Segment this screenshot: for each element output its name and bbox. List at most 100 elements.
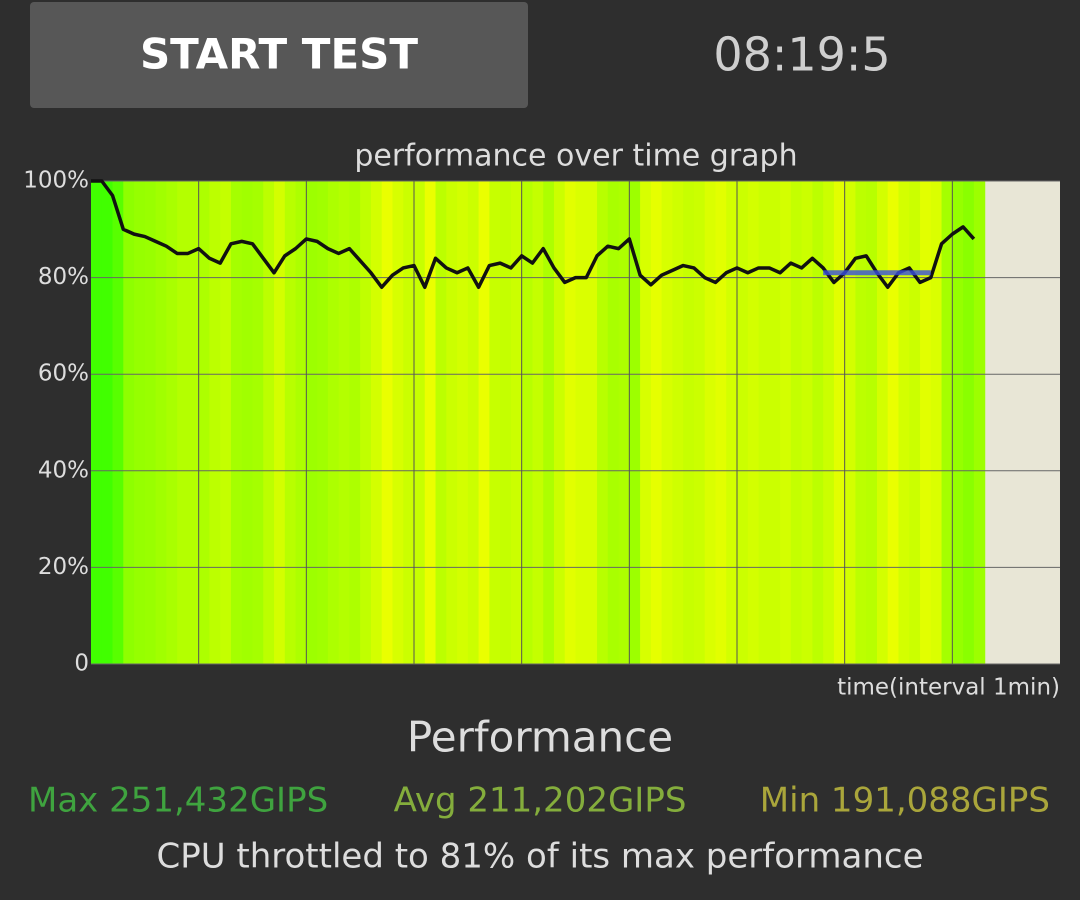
perf-stripe <box>920 181 932 664</box>
perf-stripe <box>737 181 749 664</box>
perf-stripe <box>866 181 878 664</box>
perf-stripe <box>134 181 146 664</box>
y-tick-label: 20% <box>38 554 89 580</box>
perf-stripe <box>435 181 447 664</box>
perf-stripe <box>683 181 695 664</box>
perf-stripe <box>338 181 350 664</box>
perf-stripe <box>543 181 555 664</box>
perf-stripe <box>230 181 243 664</box>
perf-stripe <box>155 181 167 664</box>
perf-stripe <box>941 181 953 664</box>
perf-stripe <box>726 181 738 664</box>
perf-stripe <box>112 181 124 664</box>
perf-stripe <box>370 181 383 664</box>
y-tick-label: 60% <box>38 361 89 387</box>
perf-stripe <box>629 181 641 664</box>
perf-stripe <box>220 181 232 664</box>
clock: 08:19:5 <box>713 28 890 82</box>
perf-stripe <box>467 181 480 664</box>
perf-stripe <box>693 181 706 664</box>
perf-stripe <box>510 181 523 664</box>
perf-stripe <box>317 181 329 664</box>
perf-stripe <box>952 181 964 664</box>
perf-stripe <box>274 181 286 664</box>
perf-stripe <box>478 181 490 664</box>
perf-stripe <box>640 181 652 664</box>
y-tick-label: 40% <box>38 457 89 483</box>
perf-stripe <box>457 181 469 664</box>
perf-stripe <box>446 181 458 664</box>
perf-stripe <box>209 181 221 664</box>
perf-stripe <box>780 181 792 664</box>
perf-stripe <box>747 181 760 664</box>
perf-stripe <box>650 181 663 664</box>
perf-stripe <box>855 181 867 664</box>
max-stat: Max 251,432GIPS <box>28 781 328 821</box>
perf-stripe <box>672 181 684 664</box>
perf-stripe <box>241 181 254 664</box>
perf-stripe <box>618 181 630 664</box>
perf-stripe <box>661 181 673 664</box>
perf-stripe <box>177 181 189 664</box>
perf-stripe <box>198 181 211 664</box>
perf-stripe <box>360 181 372 664</box>
perf-stripe <box>823 181 835 664</box>
performance-title: Performance <box>407 713 673 762</box>
perf-stripe <box>844 181 857 664</box>
perf-stripe <box>607 181 620 664</box>
perf-stripe <box>91 181 103 664</box>
perf-stripe <box>327 181 340 664</box>
perf-stripe <box>306 181 318 664</box>
perf-stripe <box>392 181 404 664</box>
perf-stripe <box>284 181 297 664</box>
perf-stripe <box>909 181 921 664</box>
perf-stripe <box>597 181 609 664</box>
perf-stripe <box>252 181 264 664</box>
summary: CPU throttled to 81% of its max performa… <box>156 837 923 877</box>
perf-stripe <box>887 181 900 664</box>
perf-stripe <box>489 181 501 664</box>
perf-stripe <box>564 181 577 664</box>
button-label[interactable]: START TEST <box>140 30 418 79</box>
perf-stripe <box>586 181 598 664</box>
perf-stripe <box>704 181 717 664</box>
perf-stripe <box>349 181 361 664</box>
y-tick-label: 80% <box>38 264 89 290</box>
perf-stripe <box>500 181 512 664</box>
perf-stripe <box>812 181 824 664</box>
perf-stripe <box>123 181 135 664</box>
perf-stripe <box>144 181 157 664</box>
perf-stripe <box>963 181 975 664</box>
button-bg[interactable] <box>30 2 528 108</box>
avg-stat: Avg 211,202GIPS <box>394 781 687 821</box>
y-tick-label: 100% <box>23 168 89 194</box>
perf-stripe <box>575 181 587 664</box>
min-stat: Min 191,088GIPS <box>760 781 1050 821</box>
x-axis-label: time(interval 1min) <box>837 675 1060 701</box>
perf-stripe <box>381 181 394 664</box>
perf-stripe <box>790 181 803 664</box>
perf-stripe <box>403 181 415 664</box>
perf-stripe <box>532 181 544 664</box>
y-tick-label: 0 <box>74 651 89 677</box>
perf-stripe <box>187 181 200 664</box>
perf-stripe <box>424 181 437 664</box>
perf-stripe <box>801 181 813 664</box>
perf-stripe <box>263 181 275 664</box>
chart-title: performance over time graph <box>354 139 797 174</box>
perf-stripe <box>101 181 114 664</box>
perf-stripe <box>898 181 910 664</box>
perf-stripe <box>521 181 534 664</box>
perf-stripe <box>769 181 781 664</box>
perf-stripe <box>715 181 727 664</box>
perf-stripe <box>833 181 846 664</box>
perf-stripe <box>295 181 307 664</box>
perf-stripe <box>973 181 986 664</box>
perf-stripe <box>758 181 770 664</box>
perf-stripe <box>876 181 889 664</box>
start-button[interactable]: START TEST <box>30 2 528 108</box>
perf-stripe <box>166 181 178 664</box>
perf-stripe <box>553 181 566 664</box>
